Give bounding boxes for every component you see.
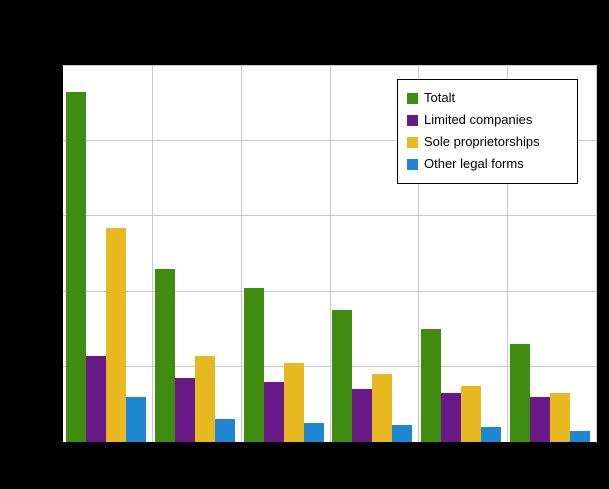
legend-item: Sole proprietorships [407, 131, 567, 153]
bar-other-legal-forms [570, 430, 591, 442]
bar-limited-companies [441, 393, 462, 442]
bar-sole-proprietorships [550, 393, 571, 442]
bar-sole-proprietorships [194, 355, 215, 442]
bar-other-legal-forms [214, 419, 235, 442]
legend-label: Totalt [424, 90, 456, 105]
legend-item: Totalt [407, 87, 567, 109]
legend-label: Limited companies [424, 112, 533, 127]
legend-swatch-icon [407, 92, 418, 104]
bar-group [507, 66, 596, 442]
bar-totalt [243, 287, 264, 442]
legend-label: Other legal forms [424, 156, 524, 171]
legend-item: Limited companies [407, 109, 567, 131]
bar-totalt [66, 92, 86, 442]
gridline-vertical [151, 66, 153, 442]
gridline-vertical [507, 66, 509, 442]
bar-totalt [421, 329, 442, 442]
bar-group [241, 66, 330, 442]
bar-totalt [154, 269, 175, 442]
gridline-vertical [418, 66, 420, 442]
gridline-horizontal [63, 65, 596, 66]
bar-other-legal-forms [126, 396, 146, 442]
bar-sole-proprietorships [461, 385, 482, 442]
plot-area: Totalt Limited companies Sole proprietorsh… [62, 65, 597, 443]
legend-swatch-icon [407, 114, 418, 126]
bar-group [329, 66, 418, 442]
gridline-vertical [329, 66, 331, 442]
legend-swatch-icon [407, 136, 418, 148]
legend-item: Other legal forms [407, 153, 567, 175]
bar-sole-proprietorships [372, 374, 393, 442]
bar-sole-proprietorships [106, 227, 126, 442]
bar-other-legal-forms [392, 425, 413, 442]
legend-swatch-icon [407, 158, 418, 170]
bar-other-legal-forms [481, 426, 502, 442]
gridline-vertical [240, 66, 242, 442]
bar-group [418, 66, 507, 442]
bar-limited-companies [86, 355, 106, 442]
bar-limited-companies [530, 396, 551, 442]
legend-label: Sole proprietorships [424, 134, 540, 149]
bar-totalt [510, 344, 531, 442]
bar-limited-companies [174, 378, 195, 442]
bar-totalt [332, 310, 353, 442]
bar-limited-companies [263, 381, 284, 442]
bar-group [152, 66, 241, 442]
bar-limited-companies [352, 389, 373, 442]
bar-group [63, 66, 152, 442]
bar-other-legal-forms [303, 423, 324, 442]
bar-groups [63, 66, 596, 442]
bar-sole-proprietorships [283, 363, 304, 442]
legend: Totalt Limited companies Sole proprietorsh… [397, 79, 578, 184]
